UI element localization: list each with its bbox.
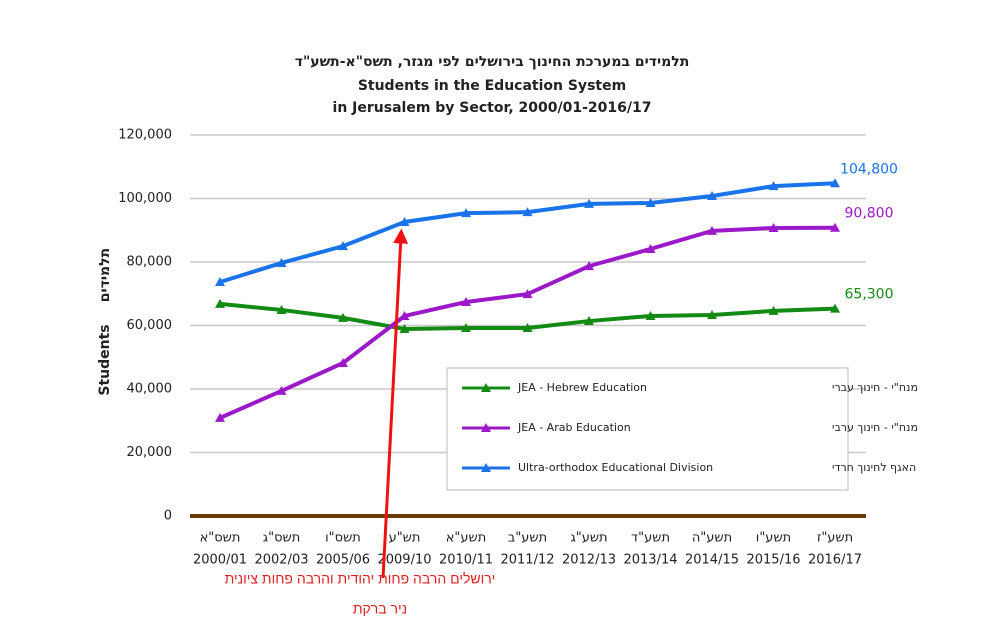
legend-label: Ultra-orthodox Educational Division	[518, 461, 713, 474]
point	[461, 297, 471, 307]
point	[276, 304, 287, 314]
point	[399, 323, 410, 333]
legend-label-hebrew: מנח"י - חינוך עברי	[832, 381, 918, 394]
y-axis-title: Students	[97, 324, 113, 395]
data-label: 104,800	[840, 161, 898, 177]
point	[338, 312, 348, 322]
x-tick-label-hebrew: תשס"ו	[325, 531, 361, 546]
point	[522, 289, 533, 299]
x-tick-label-hebrew: תשע"ז	[817, 531, 853, 546]
chart-title: in Jerusalem by Sector, 2000/01-2016/17	[333, 100, 652, 116]
point	[215, 298, 225, 308]
point	[584, 316, 594, 326]
legend-marker	[481, 383, 491, 392]
x-tick-label-hebrew: תשע"ו	[756, 531, 791, 546]
x-tick-label-hebrew: תשס"א	[200, 531, 241, 546]
y-axis-title-hebrew: תלמידים	[97, 248, 113, 302]
point	[707, 310, 717, 320]
point	[215, 412, 225, 422]
data-label: 90,800	[845, 206, 894, 222]
x-tick-label-hebrew: תשע"ה	[692, 531, 732, 546]
y-tick-label: 120,000	[118, 128, 172, 143]
point	[707, 225, 717, 235]
point	[584, 261, 594, 271]
point	[768, 181, 779, 191]
legend-label-hebrew: מנח"י - חינוך ערבי	[832, 421, 918, 434]
point	[707, 190, 717, 200]
point	[338, 241, 348, 251]
chart-title-hebrew: תלמידים במערכת החינוך בירושלים לפי מגזר,…	[295, 54, 690, 70]
x-tick-label-hebrew: תשע"ד	[631, 531, 670, 546]
point	[276, 257, 287, 267]
annotation: ניר ברקת	[353, 601, 407, 617]
x-tick-label: 2009/10	[377, 553, 431, 568]
point	[399, 310, 410, 320]
x-tick-label: 2016/17	[808, 553, 862, 568]
x-tick-label-hebrew: תש"ע	[389, 531, 421, 546]
x-tick-label-hebrew: תשע"ב	[508, 531, 547, 546]
legend-label: JEA - Arab Education	[517, 421, 631, 434]
x-tick-label-hebrew: תשע"א	[446, 531, 487, 546]
data-label: 65,300	[845, 287, 894, 303]
x-tick-label: 2002/03	[254, 553, 308, 568]
point	[399, 216, 410, 226]
legend: JEA - Hebrew Education מנח"י - חינוך עברי…	[446, 367, 918, 491]
point	[830, 303, 840, 313]
point	[768, 223, 779, 233]
point	[645, 243, 656, 253]
y-tick-label: 0	[164, 509, 172, 524]
point	[461, 323, 471, 333]
point	[276, 385, 287, 395]
x-tick-label-hebrew: תשס"ג	[263, 531, 301, 546]
legend-label-hebrew: האגף לחינוך חרדי	[832, 461, 916, 474]
chart-title: Students in the Education System	[358, 78, 626, 94]
legend-marker	[481, 423, 491, 432]
x-tick-label: 2013/14	[623, 553, 677, 568]
legend-box	[446, 367, 849, 491]
plot: 0 20,000 40,000 60,000 80,000 100,000 120,000 ת…	[118, 128, 918, 568]
y-tick-label: 100,000	[118, 191, 172, 206]
x-tick-label: 2011/12	[500, 553, 554, 568]
x-tick-label: 2015/16	[746, 553, 800, 568]
point	[830, 178, 840, 188]
legend-label: JEA - Hebrew Education	[517, 381, 647, 394]
y-tick-label: 40,000	[127, 382, 173, 397]
x-tick-label: 2005/06	[316, 553, 370, 568]
point	[338, 357, 348, 367]
x-tick-label: 2012/13	[562, 553, 616, 568]
x-tick-label: 2014/15	[685, 553, 739, 568]
x-tick-label: 2000/01	[193, 553, 247, 568]
point	[645, 310, 656, 320]
x-tick-label: 2010/11	[439, 553, 493, 568]
point	[830, 222, 840, 232]
annotation-arrow	[381, 228, 409, 579]
point	[215, 277, 225, 287]
y-tick-label: 60,000	[127, 318, 173, 333]
point	[522, 323, 533, 333]
point	[768, 305, 779, 315]
point	[461, 208, 471, 218]
y-tick-label: 80,000	[127, 255, 173, 270]
x-tick-label-hebrew: תשע"ג	[570, 531, 607, 546]
point	[522, 207, 533, 217]
legend-marker	[481, 463, 491, 472]
point	[584, 198, 594, 208]
y-tick-label: 20,000	[127, 445, 173, 460]
point	[645, 197, 656, 207]
annotation: ירושלים הרבה פחות יהודית והרבה פחות ציונ…	[225, 571, 496, 587]
